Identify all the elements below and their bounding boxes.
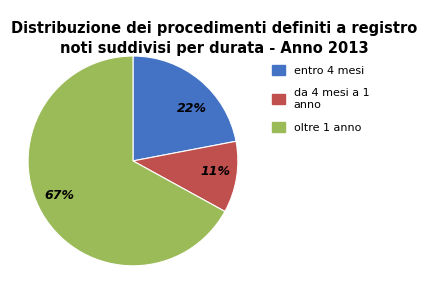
Legend: entro 4 mesi, da 4 mesi a 1
anno, oltre 1 anno: entro 4 mesi, da 4 mesi a 1 anno, oltre …	[272, 65, 369, 133]
Wedge shape	[133, 56, 236, 161]
Wedge shape	[28, 56, 225, 266]
Text: 22%: 22%	[176, 102, 206, 115]
Wedge shape	[133, 141, 238, 212]
Text: 67%: 67%	[44, 189, 74, 202]
Text: Distribuzione dei procedimenti definiti a registro
noti suddivisi per durata - A: Distribuzione dei procedimenti definiti …	[12, 21, 417, 56]
Text: 11%: 11%	[200, 165, 230, 178]
